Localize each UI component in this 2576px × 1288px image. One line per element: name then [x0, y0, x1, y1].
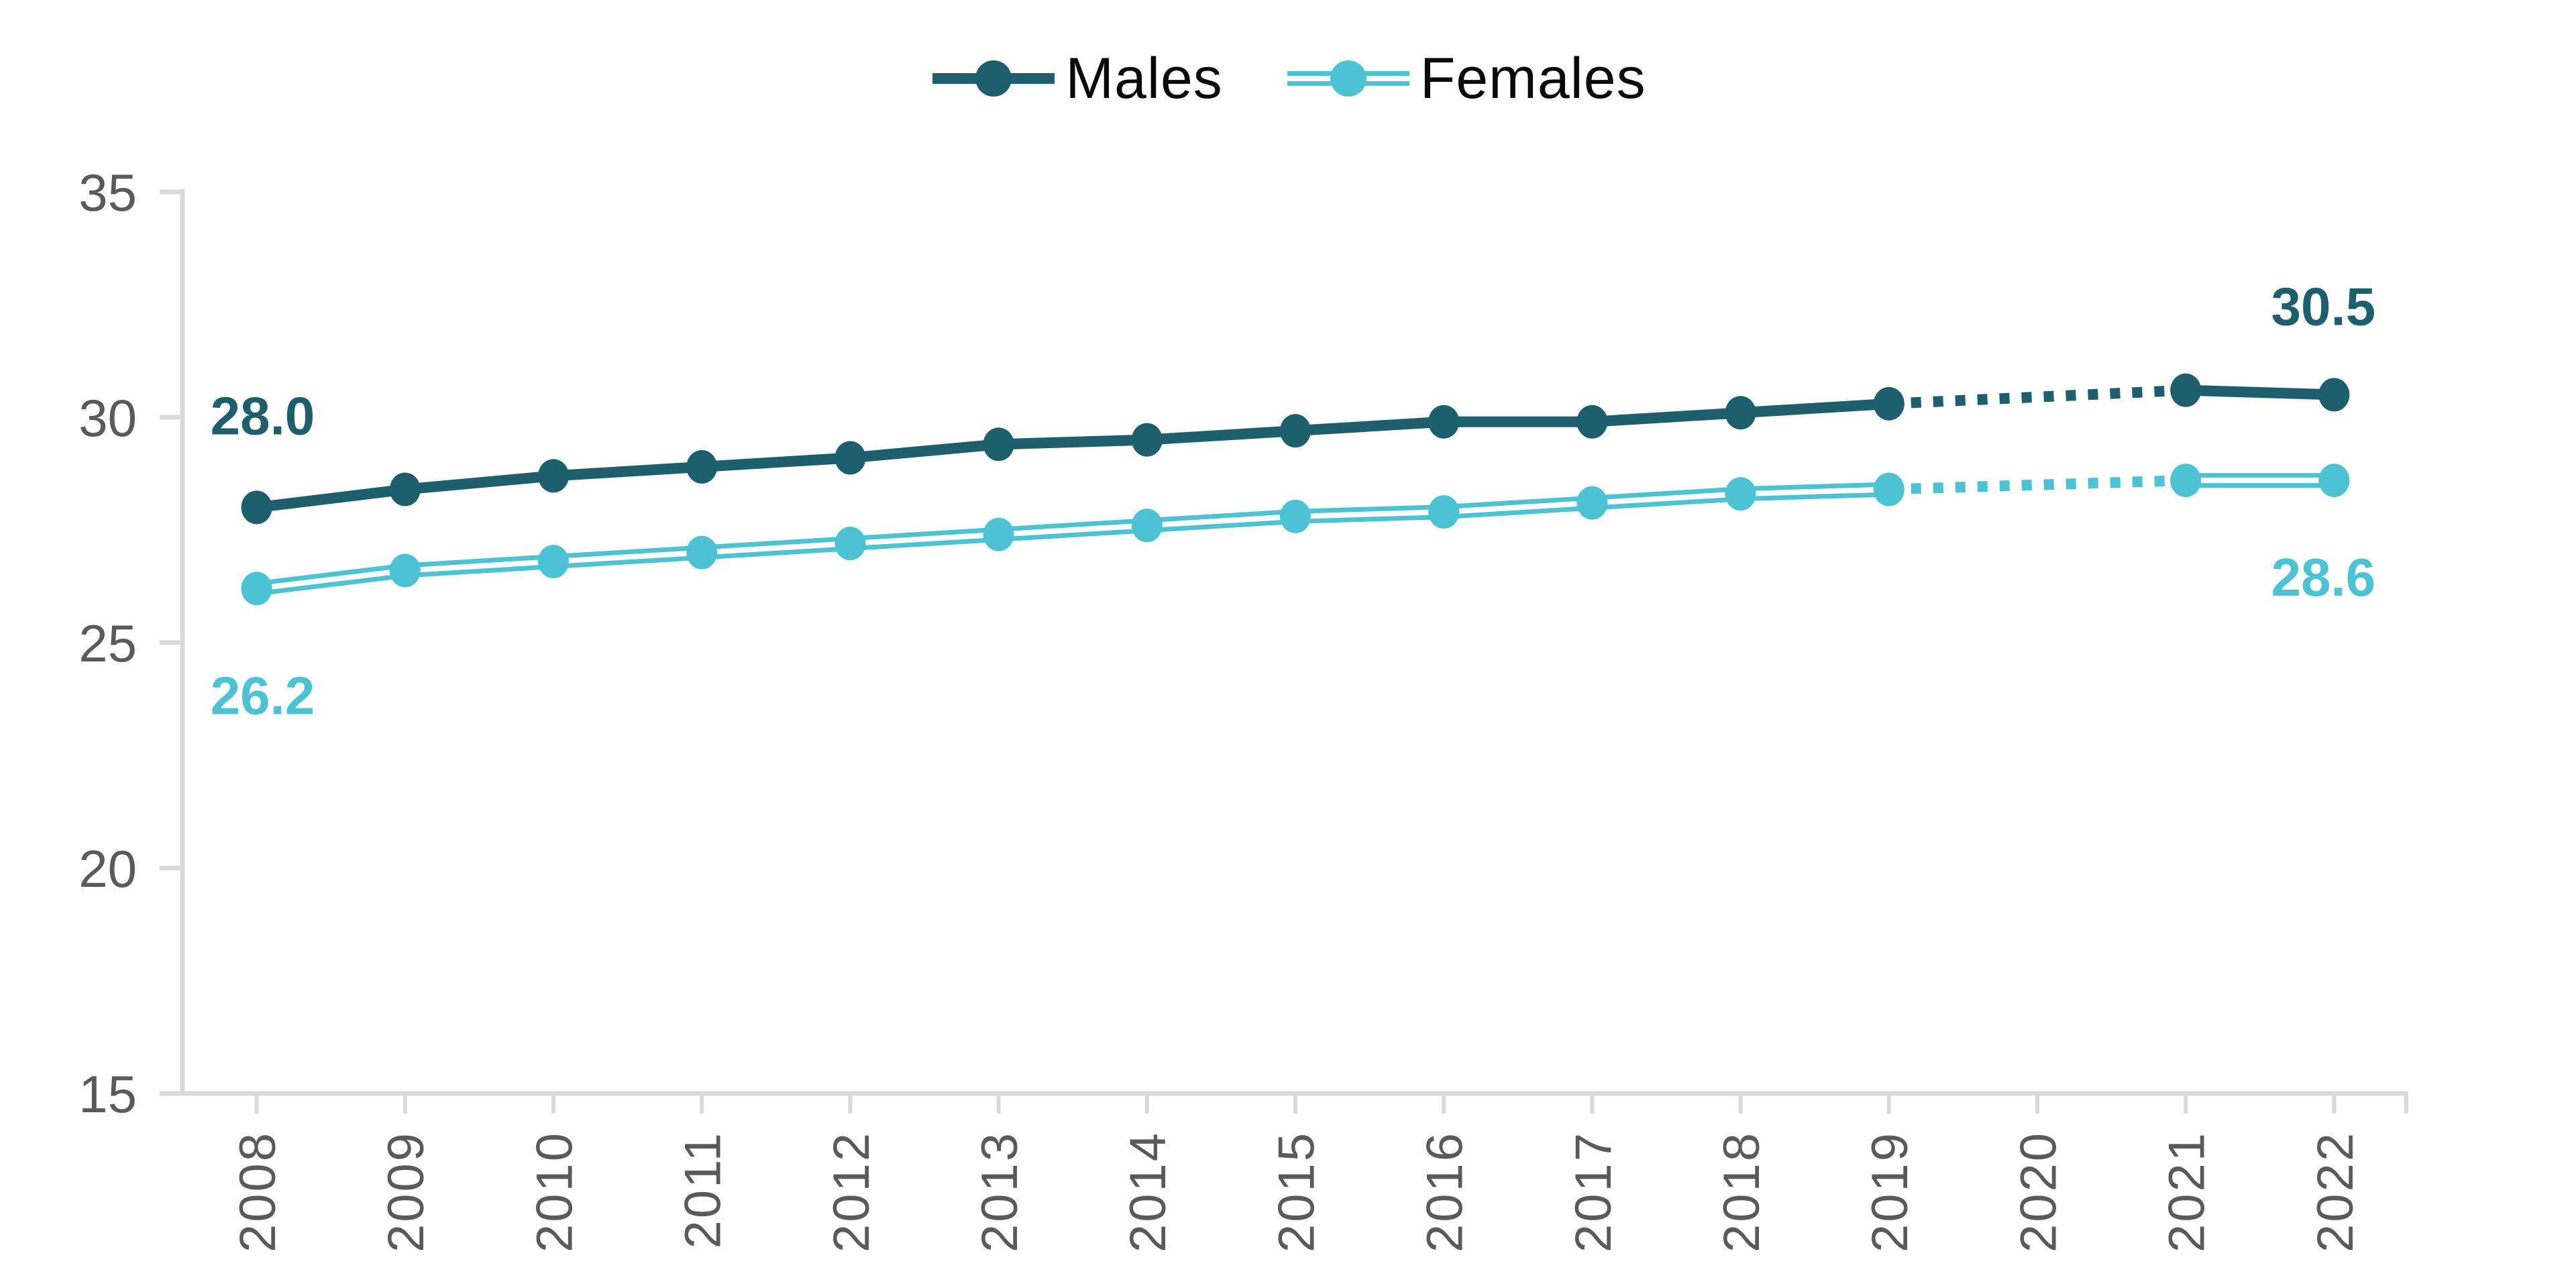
- line-males-dotted-bridge: [1888, 384, 2186, 409]
- marker-males-2014: [1131, 423, 1163, 457]
- marker-females-2013: [983, 517, 1014, 551]
- marker-males-2019: [1873, 386, 1904, 421]
- marker-males-2008: [241, 490, 272, 525]
- line-females-dotted-bridge: [1888, 475, 2186, 495]
- x-axis-year-label: 2014: [1120, 1131, 1177, 1252]
- marker-males-2012: [835, 441, 866, 475]
- x-axis-year-label: 2017: [1565, 1131, 1622, 1252]
- x-axis-year-label: 2021: [2159, 1131, 2216, 1252]
- marker-males-2011: [686, 449, 718, 484]
- marker-females-2014: [1131, 508, 1163, 543]
- x-axis-year-label: 2013: [971, 1131, 1028, 1252]
- marker-females-2010: [538, 545, 569, 579]
- marker-females-2018: [1725, 477, 1756, 511]
- marker-males-2010: [538, 459, 569, 493]
- marker-males-2021: [2170, 373, 2202, 407]
- x-axis-year-label: 2011: [675, 1131, 732, 1248]
- data-label-females-2008: 26.2: [211, 665, 315, 725]
- marker-males-2017: [1576, 405, 1608, 439]
- x-axis-year-label: 2015: [1268, 1131, 1325, 1252]
- marker-males-2018: [1725, 396, 1756, 430]
- marker-males-2016: [1428, 405, 1460, 439]
- data-labels: 28.0 26.2 30.5 28.6: [211, 276, 2376, 725]
- marker-females-2011: [686, 535, 718, 570]
- series-males: [241, 373, 2350, 525]
- marker-females-2015: [1280, 499, 1311, 533]
- x-axis-year-label: 2022: [2307, 1131, 2364, 1252]
- marker-females-2016: [1428, 495, 1460, 529]
- line-females-stripe: [256, 486, 1889, 592]
- data-label-males-2008: 28.0: [211, 386, 315, 445]
- y-axis: 35 30 25 20 15: [78, 163, 185, 1124]
- marker-females-2019: [1873, 472, 1904, 506]
- y-axis-tick-label: 30: [78, 388, 137, 447]
- data-label-females-2022: 28.6: [2271, 547, 2376, 607]
- x-axis-year-label: 2020: [2010, 1131, 2067, 1252]
- marker-males-2015: [1280, 414, 1311, 448]
- marker-females-2009: [389, 553, 421, 588]
- x-axis-year-label: 2012: [823, 1131, 880, 1252]
- x-axis-year-label: 2018: [1713, 1131, 1770, 1252]
- x-axis-year-label: 2016: [1417, 1131, 1474, 1252]
- x-axis-year-label: 2009: [378, 1131, 435, 1252]
- line-females-solid: [256, 482, 1890, 596]
- marker-males-2013: [983, 427, 1014, 462]
- x-axis-year-label: 2019: [1862, 1131, 1919, 1252]
- line-males-solid: [256, 398, 1890, 513]
- marker-males-2022: [2318, 378, 2350, 412]
- y-axis-tick-label: 35: [78, 163, 137, 222]
- marker-females-2012: [835, 527, 866, 561]
- marker-males-2009: [389, 472, 421, 506]
- series-females: [241, 464, 2350, 606]
- x-axis: 2008 2009 2010 2011 2012 2013 2014 2015 2016 2017…: [173, 1091, 2408, 1252]
- data-label-males-2022: 30.5: [2271, 276, 2376, 336]
- marker-females-2021: [2170, 464, 2202, 498]
- line-males-solid: [2185, 384, 2334, 400]
- y-axis-tick-label: 15: [78, 1065, 137, 1124]
- y-axis-tick-label: 20: [78, 839, 137, 898]
- marker-females-2008: [241, 572, 272, 606]
- marker-females-2017: [1576, 486, 1608, 520]
- marker-females-2022: [2318, 464, 2350, 498]
- x-axis-year-label: 2008: [229, 1131, 286, 1252]
- y-axis-tick-label: 25: [78, 614, 137, 673]
- x-axis-year-label: 2010: [526, 1131, 583, 1252]
